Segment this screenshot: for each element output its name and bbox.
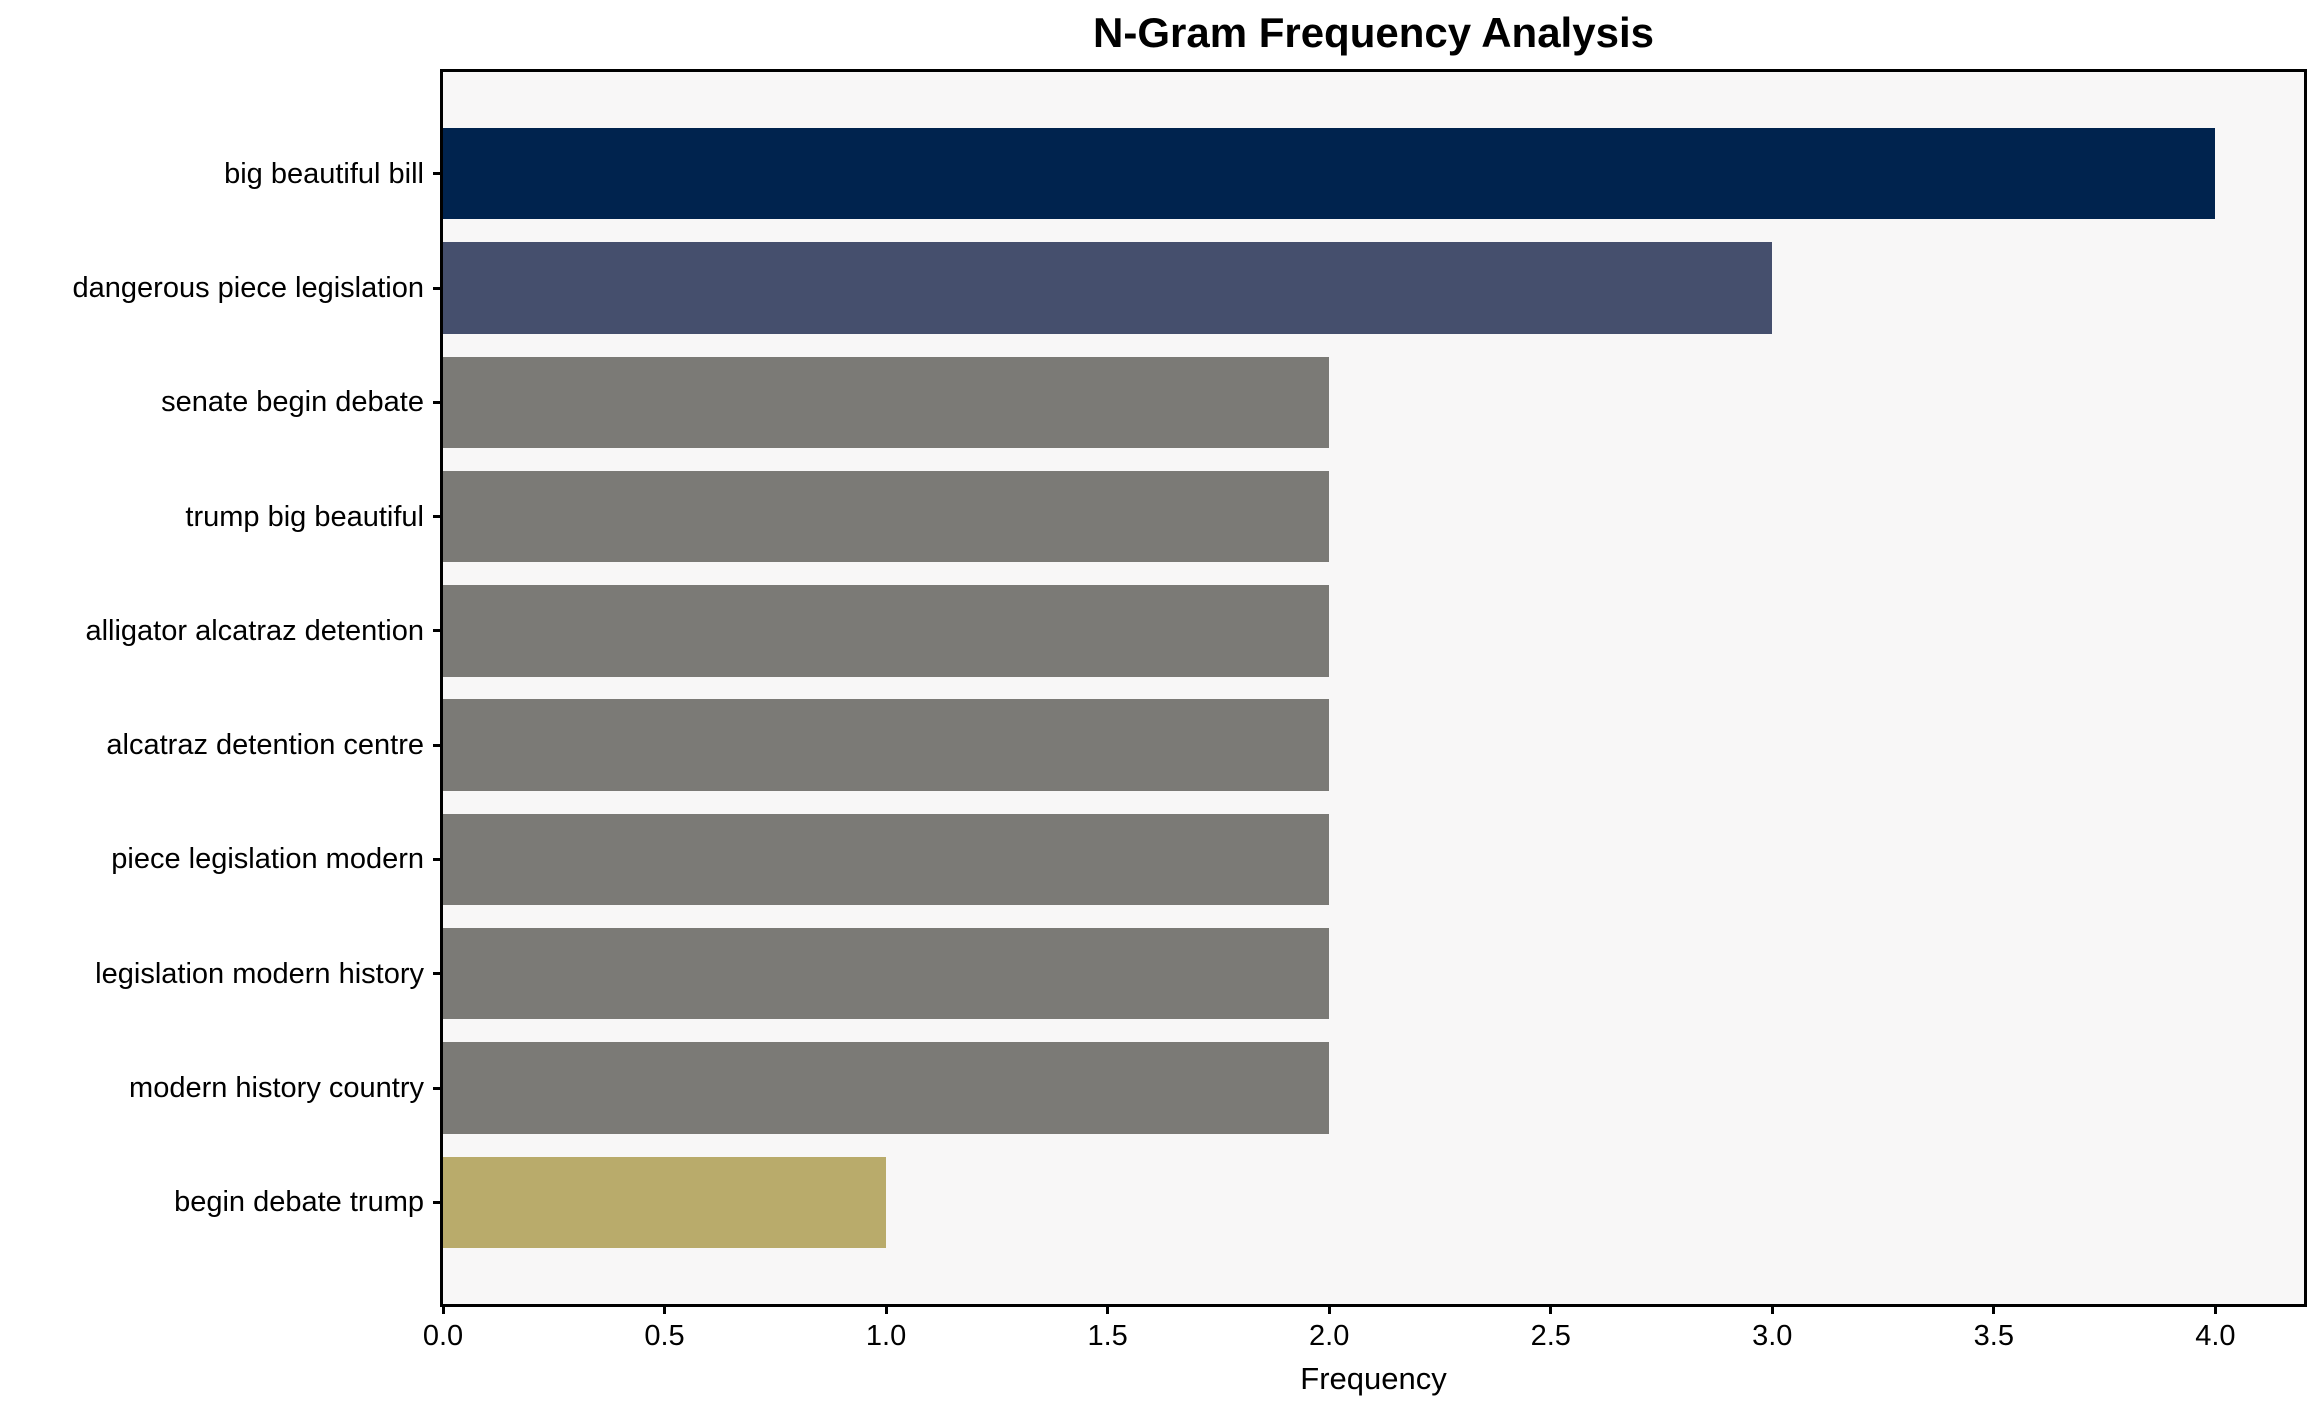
bar-begin-debate-trump <box>443 1156 887 1248</box>
y-tick-mark <box>433 629 443 633</box>
y-tick-label-alligator-alcatraz-detention: alligator alcatraz detention <box>85 614 424 647</box>
x-tick-mark <box>1327 1304 1331 1314</box>
y-tick-label-modern-history-country: modern history country <box>129 1072 424 1104</box>
x-tick-mark <box>441 1304 445 1314</box>
x-tick-label: 1.0 <box>865 1320 907 1352</box>
x-tick-mark <box>663 1304 667 1314</box>
y-tick-mark <box>433 1200 443 1204</box>
y-tick-mark <box>433 1086 443 1090</box>
y-tick-label-trump-big-beautiful: trump big beautiful <box>185 500 424 533</box>
y-tick-label-legislation-modern-history: legislation modern history <box>95 957 424 990</box>
bar-piece-legislation-modern <box>443 813 1330 906</box>
bar-legislation-modern-history <box>443 928 1330 1020</box>
chart-title: N-Gram Frequency Analysis <box>1093 9 1654 56</box>
y-tick-label-dangerous-piece-legislation: dangerous piece legislation <box>72 272 424 304</box>
x-tick-mark <box>1549 1304 1553 1314</box>
x-tick-label: 4.0 <box>2195 1320 2236 1352</box>
y-tick-label-alcatraz-detention-centre: alcatraz detention centre <box>106 729 424 762</box>
bar-dangerous-piece-legislation <box>443 242 1773 334</box>
y-tick-label-big-beautiful-bill: big beautiful bill <box>224 157 424 190</box>
y-tick-mark <box>433 857 443 861</box>
x-tick-label: 0.5 <box>644 1320 685 1352</box>
y-tick-mark <box>433 515 443 519</box>
y-tick-mark <box>433 743 443 747</box>
y-tick-label-piece-legislation-modern: piece legislation modern <box>111 843 424 876</box>
x-tick-label: 2.5 <box>1530 1320 1571 1352</box>
x-tick-label: 2.0 <box>1309 1320 1350 1352</box>
bar-trump-big-beautiful <box>443 470 1330 563</box>
bar-alligator-alcatraz-detention <box>443 585 1330 677</box>
y-tick-mark <box>433 286 443 290</box>
x-tick-mark <box>2213 1304 2217 1314</box>
bar-big-beautiful-bill <box>443 128 2216 220</box>
x-tick-mark <box>1106 1304 1110 1314</box>
y-tick-mark <box>433 972 443 976</box>
y-tick-mark <box>433 172 443 176</box>
x-tick-label: 3.0 <box>1752 1320 1793 1352</box>
x-tick-mark <box>884 1304 888 1314</box>
x-tick-label: 0.0 <box>422 1320 464 1352</box>
y-tick-label-senate-begin-debate: senate begin debate <box>161 386 424 419</box>
x-tick-label: 1.5 <box>1087 1320 1128 1352</box>
bar-alcatraz-detention-centre <box>443 699 1330 791</box>
x-axis-label: Frequency <box>1300 1361 1447 1396</box>
x-tick-mark <box>1992 1304 1996 1314</box>
x-tick-label: 3.5 <box>1973 1320 2014 1352</box>
x-tick-mark <box>1770 1304 1774 1314</box>
bar-senate-begin-debate <box>443 356 1330 448</box>
bar-modern-history-country <box>443 1042 1330 1134</box>
y-tick-label-begin-debate-trump: begin debate trump <box>174 1186 424 1219</box>
y-tick-mark <box>433 400 443 404</box>
